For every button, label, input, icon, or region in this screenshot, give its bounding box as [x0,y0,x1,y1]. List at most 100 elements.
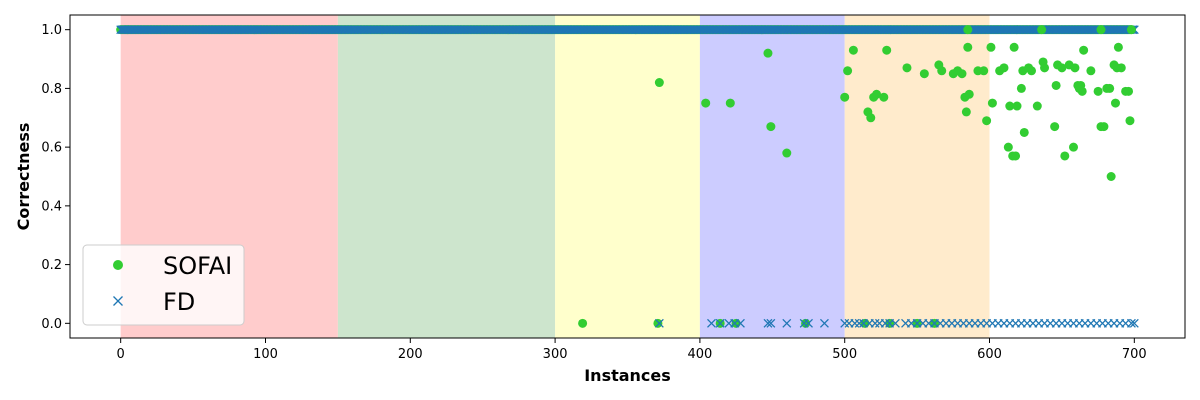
sofai-point [1011,151,1021,161]
sofai-point [963,25,973,35]
sofai-point [1005,101,1015,111]
y-tick-label: 0.0 [41,317,62,332]
sofai-point [1070,63,1080,73]
legend-sofai-symbol [113,260,123,270]
sofai-point [1113,42,1123,52]
sofai-point [1019,127,1029,137]
sofai-point [999,63,1009,73]
sofai-point [578,318,588,328]
sofai-point [801,318,811,328]
fd-point [854,318,864,328]
fd-point [880,318,890,328]
fd-point [654,318,664,328]
sofai-point [979,66,989,76]
fd-point [763,318,773,328]
legend-label-fd: FD [163,288,195,316]
band-1 [337,15,556,338]
sofai-point [1050,122,1060,132]
sofai-point [701,98,711,108]
fd-point [799,318,809,328]
sofai-point [1003,142,1013,152]
sofai-point [879,92,889,102]
sofai-point [848,45,858,55]
fd-point [1126,318,1136,328]
sofai-point [1105,83,1115,93]
sofai-point [843,66,853,76]
y-tick-label: 1.0 [41,23,62,38]
y-axis-ticks: 0.0 0.2 0.4 0.6 0.8 1.0 [41,23,70,332]
sofai-point [1037,25,1047,35]
sofai-point [937,66,947,76]
sofai-point [1016,83,1026,93]
sofai-point [654,78,664,88]
y-tick-label: 0.6 [41,141,62,156]
sofai-point [1093,86,1103,96]
sofai-point [840,92,850,102]
sofai-point [961,107,971,117]
legend-fd-symbol [113,296,123,306]
sofai-point [1116,63,1126,73]
sofai-point [957,69,967,79]
sofai-point [866,113,876,123]
band-3 [699,15,845,338]
sofai-point [1099,122,1109,132]
sofai-point [1110,98,1120,108]
x-tick-label: 100 [253,347,278,362]
fd-point [804,318,813,328]
sofai-point [1086,66,1096,76]
legend-marker-fd [113,296,123,306]
band-2 [555,15,700,338]
fd-point [840,318,850,328]
sofai-point [1125,116,1135,126]
fd-point [782,318,792,328]
x-tick-label: 600 [977,347,1002,362]
legend-label-sofai: SOFAI [163,252,232,280]
sofai-point [1040,63,1050,73]
sofai-point [763,48,773,58]
sofai-point [902,63,912,73]
sofai-point [725,98,735,108]
sofai-point [782,148,792,158]
baseline-markers [116,25,1139,35]
sofai-point [1012,101,1022,111]
sofai-point [1096,25,1106,35]
sofai-point [987,98,997,108]
sofai-point [1060,151,1070,161]
fd-point [1129,318,1139,328]
fd-point [850,318,860,328]
fd-point [890,318,900,328]
sofai-point [1124,86,1134,96]
x-tick-label: 500 [832,347,857,362]
sofai-point [982,116,992,126]
sofai-point [1079,45,1089,55]
x-tick-label: 700 [1122,347,1147,362]
sofai-point [919,69,929,79]
y-tick-label: 0.2 [41,258,62,273]
sofai-point [1106,172,1116,181]
background-bands [120,15,990,338]
y-tick-label: 0.4 [41,199,62,214]
sofai-point [963,42,973,52]
y-tick-label: 0.8 [41,82,62,97]
sofai-point [731,318,741,328]
fd-point [819,318,829,328]
x-axis-title: Instances [584,366,671,385]
fd-point [766,318,776,328]
fd-point [735,318,745,328]
sofai-point [882,45,892,55]
x-tick-label: 300 [543,347,568,362]
sofai-point [1051,80,1061,90]
sofai-point [653,318,663,328]
sofai-point [766,122,776,132]
x-tick-label: 200 [398,347,423,362]
band-4 [844,15,990,338]
fd-point [715,318,725,328]
fd-point [870,318,880,328]
sofai-point [1032,101,1042,111]
sofai-point [1069,142,1078,152]
legend-box [82,244,245,326]
x-tick-label: 0 [117,347,125,362]
sofai-point [1077,86,1087,96]
sofai-point [872,89,882,99]
